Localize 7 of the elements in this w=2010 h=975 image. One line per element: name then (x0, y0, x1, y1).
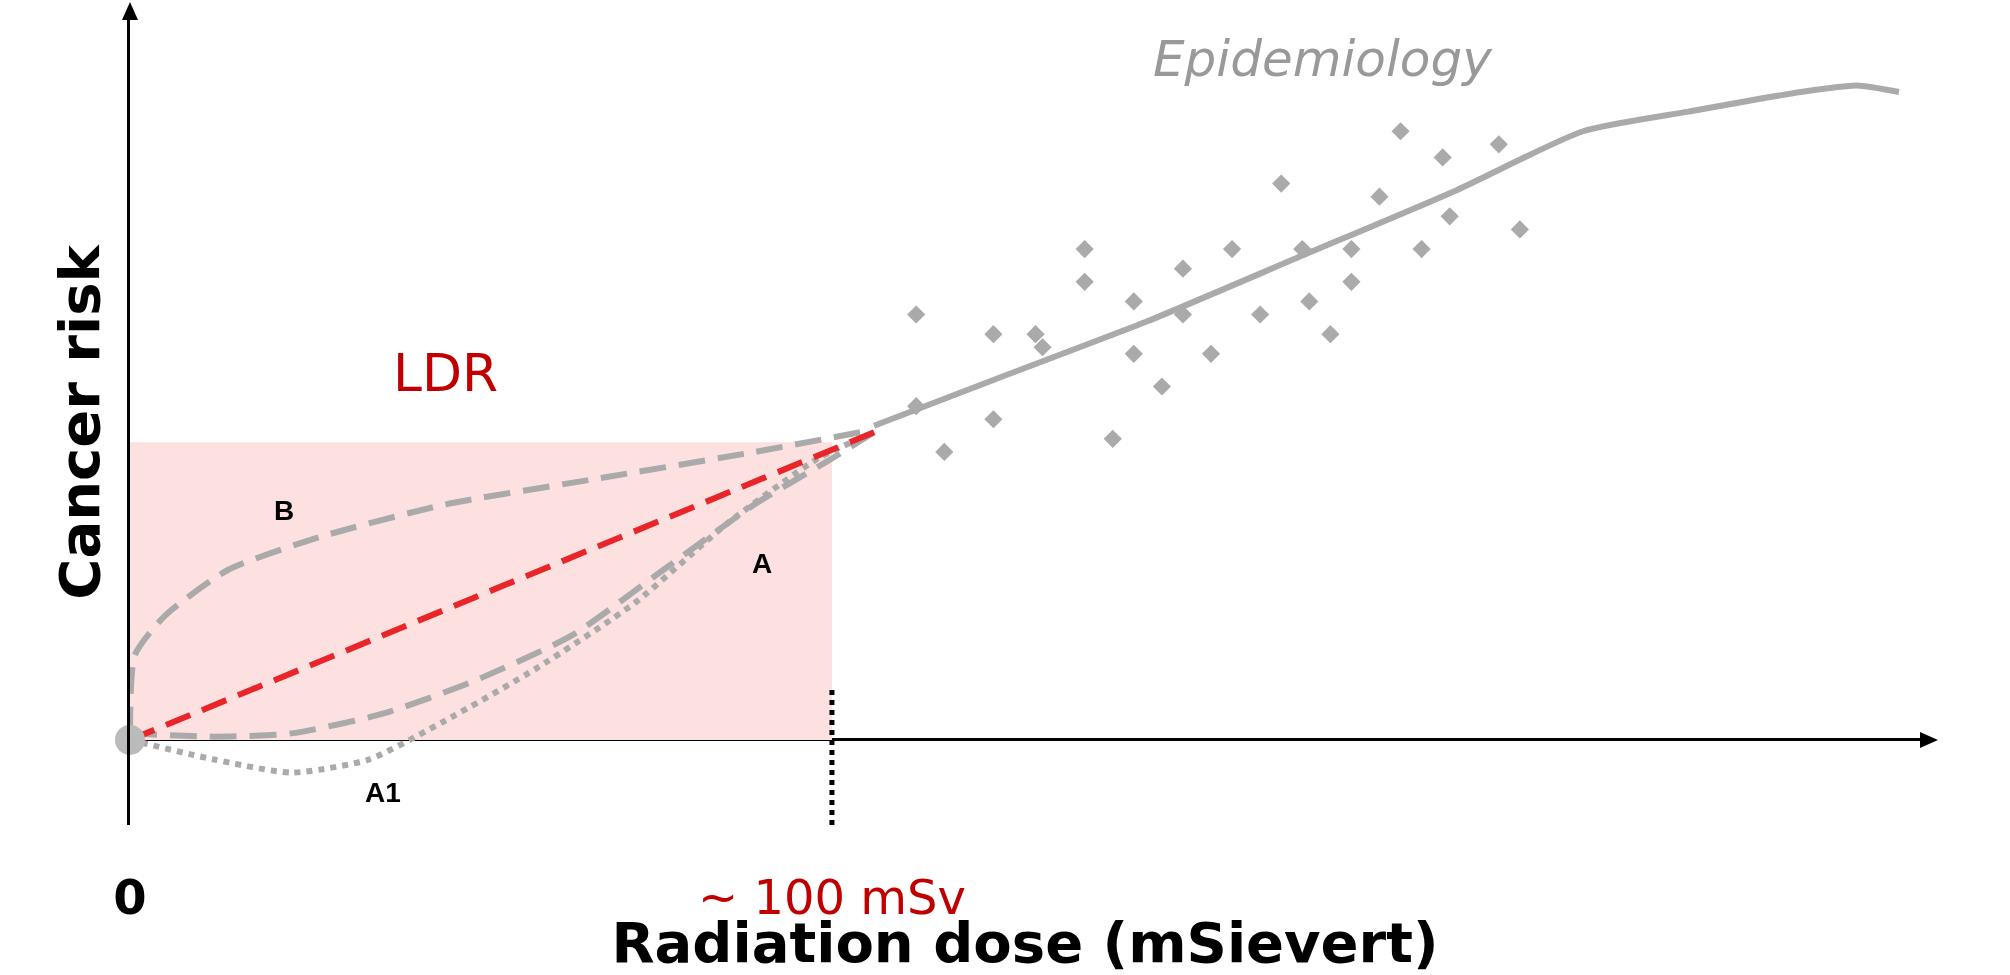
annotation: A (752, 548, 773, 579)
text: A1 (365, 777, 401, 808)
x-tick-label: 0 (113, 869, 147, 925)
annotation: LDR (393, 343, 499, 403)
y-axis-title: Cancer risk (46, 243, 112, 600)
annotation: Epidemiology (1153, 30, 1494, 88)
annotation: B (274, 495, 295, 526)
